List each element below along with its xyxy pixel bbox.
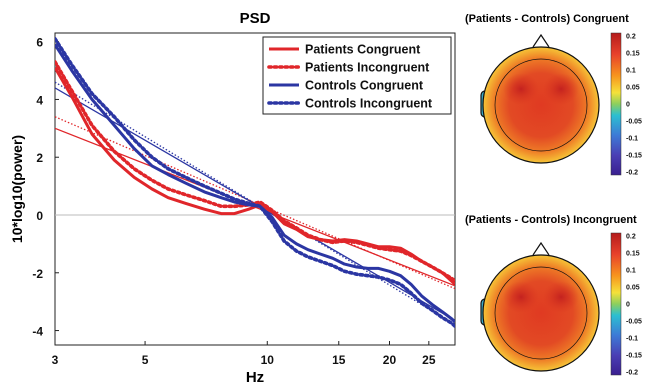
colorbar-tick-label: -0.1 xyxy=(626,136,638,143)
legend: Patients Congruent Patients Incongruent Co… xyxy=(262,36,452,115)
colorbar-tick-label: 0.05 xyxy=(626,285,640,292)
legend-label: Controls Congruent xyxy=(305,79,424,93)
x-tick-label: 15 xyxy=(332,353,346,367)
colorbar-tick-label: 0.15 xyxy=(626,251,640,258)
topomap-hotspot xyxy=(503,73,539,105)
x-tick-label: 10 xyxy=(261,353,275,367)
x-tick-label: 3 xyxy=(52,353,59,367)
x-axis-ticks: 3 5 10 15 20 25 xyxy=(52,341,436,367)
head-nose xyxy=(532,241,550,256)
colorbar-tick-label: -0.2 xyxy=(626,370,638,377)
colorbar-tick-label: -0.2 xyxy=(626,170,638,177)
series-line xyxy=(55,43,455,323)
legend-label: Controls Incongruent xyxy=(305,97,433,111)
colorbar-tick-label: 0.05 xyxy=(626,85,640,92)
y-tick-label: -2 xyxy=(32,267,43,281)
head-inner-ring xyxy=(494,266,588,360)
y-tick-label: 4 xyxy=(36,93,43,107)
legend-label: Patients Incongruent xyxy=(305,61,430,75)
y-tick-label: -4 xyxy=(32,325,43,339)
topomap-congruent: (Patients - Controls) Congruent 0.20.150… xyxy=(465,13,642,177)
x-tick-label: 20 xyxy=(383,353,397,367)
x-tick-label: 25 xyxy=(422,353,436,367)
topomap-title: (Patients - Controls) Incongruent xyxy=(465,214,637,226)
colorbar-tick-label: -0.15 xyxy=(626,153,642,160)
colorbar-tick-label: 0 xyxy=(626,102,630,109)
colorbar-ticks: 0.2 0.15 0.1 0.05 0 -0.05 -0.1 -0.15 -0.2 xyxy=(626,234,642,377)
colorbar-tick-label: 0.2 xyxy=(626,34,636,41)
colorbar-tick-label: 0 xyxy=(626,302,630,309)
series-line xyxy=(55,60,455,284)
y-tick-label: 0 xyxy=(36,209,43,223)
colorbar-tick-label: 0.1 xyxy=(626,268,636,275)
colorbar-tick-label: -0.1 xyxy=(626,336,638,343)
topomap-title: (Patients - Controls) Congruent xyxy=(465,13,629,25)
colorbar-tick-label: -0.05 xyxy=(626,319,642,326)
legend-label: Patients Congruent xyxy=(305,43,421,57)
x-tick-label: 5 xyxy=(142,353,149,367)
colorbar-tick-label: 0.2 xyxy=(626,234,636,241)
y-tick-label: 2 xyxy=(36,151,43,165)
x-axis-label: Hz xyxy=(246,369,264,386)
y-tick-label: 6 xyxy=(36,36,43,50)
topomap-hotspot xyxy=(503,281,539,313)
topomap-hotspot xyxy=(543,73,579,105)
series-lines xyxy=(55,37,455,328)
colorbar xyxy=(610,232,622,376)
y-axis-label: 10*log10(power) xyxy=(9,135,25,243)
head-circle xyxy=(482,254,600,372)
chart-title: PSD xyxy=(240,10,271,27)
head-nose xyxy=(532,33,550,48)
head-circle xyxy=(482,46,600,164)
topomap-incongruent: (Patients - Controls) Incongruent 0.2 0.1… xyxy=(465,214,642,377)
colorbar-tick-label: -0.05 xyxy=(626,119,642,126)
colorbar-tick-label: -0.15 xyxy=(626,353,642,360)
series-line xyxy=(55,37,455,328)
colorbar xyxy=(610,32,622,176)
fit-line xyxy=(55,81,455,326)
head-inner-ring xyxy=(494,58,588,152)
colorbar-ticks: 0.2 0.15 0.1 0.05 0 -0.05 -0.1 -0.15 -0.2 xyxy=(626,34,642,177)
colorbar-tick-label: 0.1 xyxy=(626,68,636,75)
colorbar-tick-label: 0.15 xyxy=(626,51,640,58)
topomap-hotspot xyxy=(543,281,579,313)
